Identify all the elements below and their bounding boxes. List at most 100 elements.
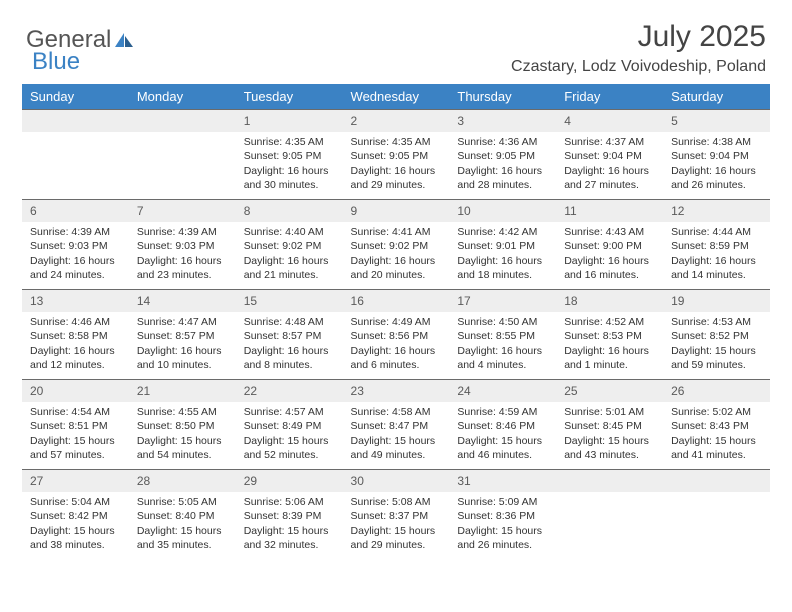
sunset-text: Sunset: 9:00 PM — [564, 239, 655, 253]
sunrise-text: Sunrise: 5:01 AM — [564, 405, 655, 419]
sunrise-text: Sunrise: 4:50 AM — [457, 315, 548, 329]
day-content: Sunrise: 5:04 AMSunset: 8:42 PMDaylight:… — [22, 492, 129, 558]
daylight-line1: Daylight: 16 hours — [244, 344, 335, 358]
daylight-line1: Daylight: 15 hours — [351, 524, 442, 538]
daylight-line2: and 10 minutes. — [137, 358, 228, 372]
daylight-line2: and 1 minute. — [564, 358, 655, 372]
day-header: Monday — [129, 84, 236, 109]
daylight-line1: Daylight: 16 hours — [564, 164, 655, 178]
daylight-line1: Daylight: 16 hours — [137, 254, 228, 268]
calendar-cell: 22Sunrise: 4:57 AMSunset: 8:49 PMDayligh… — [236, 379, 343, 469]
day-number: 15 — [236, 289, 343, 312]
day-content — [556, 492, 663, 501]
sunset-text: Sunset: 8:53 PM — [564, 329, 655, 343]
day-header-row: Sunday Monday Tuesday Wednesday Thursday… — [22, 84, 770, 109]
calendar-cell: 28Sunrise: 5:05 AMSunset: 8:40 PMDayligh… — [129, 469, 236, 559]
daylight-line1: Daylight: 15 hours — [457, 434, 548, 448]
sunrise-text: Sunrise: 4:41 AM — [351, 225, 442, 239]
daylight-line1: Daylight: 16 hours — [351, 164, 442, 178]
day-content: Sunrise: 4:58 AMSunset: 8:47 PMDaylight:… — [343, 402, 450, 468]
daylight-line1: Daylight: 15 hours — [564, 434, 655, 448]
sunrise-text: Sunrise: 4:55 AM — [137, 405, 228, 419]
sunset-text: Sunset: 9:05 PM — [457, 149, 548, 163]
daylight-line2: and 20 minutes. — [351, 268, 442, 282]
day-number: 18 — [556, 289, 663, 312]
day-content: Sunrise: 4:41 AMSunset: 9:02 PMDaylight:… — [343, 222, 450, 288]
daylight-line2: and 29 minutes. — [351, 178, 442, 192]
sunset-text: Sunset: 8:40 PM — [137, 509, 228, 523]
day-content: Sunrise: 4:46 AMSunset: 8:58 PMDaylight:… — [22, 312, 129, 378]
day-number — [22, 109, 129, 132]
sunset-text: Sunset: 8:57 PM — [137, 329, 228, 343]
calendar-cell: 25Sunrise: 5:01 AMSunset: 8:45 PMDayligh… — [556, 379, 663, 469]
sunrise-text: Sunrise: 4:37 AM — [564, 135, 655, 149]
daylight-line2: and 16 minutes. — [564, 268, 655, 282]
daylight-line2: and 43 minutes. — [564, 448, 655, 462]
daylight-line2: and 59 minutes. — [671, 358, 762, 372]
sunrise-text: Sunrise: 4:38 AM — [671, 135, 762, 149]
sunrise-text: Sunrise: 4:54 AM — [30, 405, 121, 419]
day-number: 30 — [343, 469, 450, 492]
sunrise-text: Sunrise: 4:39 AM — [30, 225, 121, 239]
brand-blue: Blue — [32, 48, 80, 75]
daylight-line2: and 24 minutes. — [30, 268, 121, 282]
calendar-cell: 2Sunrise: 4:35 AMSunset: 9:05 PMDaylight… — [343, 109, 450, 199]
day-number — [556, 469, 663, 492]
calendar-cell: 16Sunrise: 4:49 AMSunset: 8:56 PMDayligh… — [343, 289, 450, 379]
sunset-text: Sunset: 8:46 PM — [457, 419, 548, 433]
day-header: Tuesday — [236, 84, 343, 109]
daylight-line2: and 8 minutes. — [244, 358, 335, 372]
daylight-line1: Daylight: 15 hours — [671, 434, 762, 448]
daylight-line1: Daylight: 15 hours — [30, 524, 121, 538]
daylight-line2: and 4 minutes. — [457, 358, 548, 372]
day-number: 3 — [449, 109, 556, 132]
daylight-line1: Daylight: 15 hours — [244, 524, 335, 538]
sunrise-text: Sunrise: 5:08 AM — [351, 495, 442, 509]
day-content: Sunrise: 5:09 AMSunset: 8:36 PMDaylight:… — [449, 492, 556, 558]
day-content: Sunrise: 5:05 AMSunset: 8:40 PMDaylight:… — [129, 492, 236, 558]
daylight-line1: Daylight: 15 hours — [137, 434, 228, 448]
calendar-cell: 20Sunrise: 4:54 AMSunset: 8:51 PMDayligh… — [22, 379, 129, 469]
calendar-cell: 11Sunrise: 4:43 AMSunset: 9:00 PMDayligh… — [556, 199, 663, 289]
sunrise-text: Sunrise: 4:44 AM — [671, 225, 762, 239]
sunrise-text: Sunrise: 4:59 AM — [457, 405, 548, 419]
day-number: 5 — [663, 109, 770, 132]
sunrise-text: Sunrise: 4:46 AM — [30, 315, 121, 329]
calendar-cell: 24Sunrise: 4:59 AMSunset: 8:46 PMDayligh… — [449, 379, 556, 469]
day-content: Sunrise: 4:36 AMSunset: 9:05 PMDaylight:… — [449, 132, 556, 198]
daylight-line1: Daylight: 16 hours — [564, 344, 655, 358]
daylight-line1: Daylight: 16 hours — [457, 344, 548, 358]
day-number: 6 — [22, 199, 129, 222]
day-number: 10 — [449, 199, 556, 222]
day-number: 21 — [129, 379, 236, 402]
sunrise-text: Sunrise: 4:53 AM — [671, 315, 762, 329]
calendar-row: 6Sunrise: 4:39 AMSunset: 9:03 PMDaylight… — [22, 199, 770, 289]
day-header: Friday — [556, 84, 663, 109]
day-content: Sunrise: 4:54 AMSunset: 8:51 PMDaylight:… — [22, 402, 129, 468]
day-content: Sunrise: 4:44 AMSunset: 8:59 PMDaylight:… — [663, 222, 770, 288]
day-content — [663, 492, 770, 501]
sunset-text: Sunset: 9:02 PM — [244, 239, 335, 253]
sunrise-text: Sunrise: 5:04 AM — [30, 495, 121, 509]
sunset-text: Sunset: 9:03 PM — [137, 239, 228, 253]
sunset-text: Sunset: 8:56 PM — [351, 329, 442, 343]
daylight-line2: and 46 minutes. — [457, 448, 548, 462]
day-number: 26 — [663, 379, 770, 402]
calendar-cell: 30Sunrise: 5:08 AMSunset: 8:37 PMDayligh… — [343, 469, 450, 559]
calendar-cell — [663, 469, 770, 559]
calendar-row: 27Sunrise: 5:04 AMSunset: 8:42 PMDayligh… — [22, 469, 770, 559]
sunset-text: Sunset: 8:39 PM — [244, 509, 335, 523]
sunrise-text: Sunrise: 4:43 AM — [564, 225, 655, 239]
sunrise-text: Sunrise: 4:49 AM — [351, 315, 442, 329]
daylight-line1: Daylight: 16 hours — [351, 254, 442, 268]
daylight-line1: Daylight: 16 hours — [137, 344, 228, 358]
sunrise-text: Sunrise: 4:40 AM — [244, 225, 335, 239]
day-content: Sunrise: 4:38 AMSunset: 9:04 PMDaylight:… — [663, 132, 770, 198]
day-number: 25 — [556, 379, 663, 402]
day-content: Sunrise: 5:06 AMSunset: 8:39 PMDaylight:… — [236, 492, 343, 558]
sunrise-text: Sunrise: 4:42 AM — [457, 225, 548, 239]
daylight-line1: Daylight: 15 hours — [457, 524, 548, 538]
daylight-line2: and 54 minutes. — [137, 448, 228, 462]
sunrise-text: Sunrise: 5:02 AM — [671, 405, 762, 419]
day-number: 9 — [343, 199, 450, 222]
